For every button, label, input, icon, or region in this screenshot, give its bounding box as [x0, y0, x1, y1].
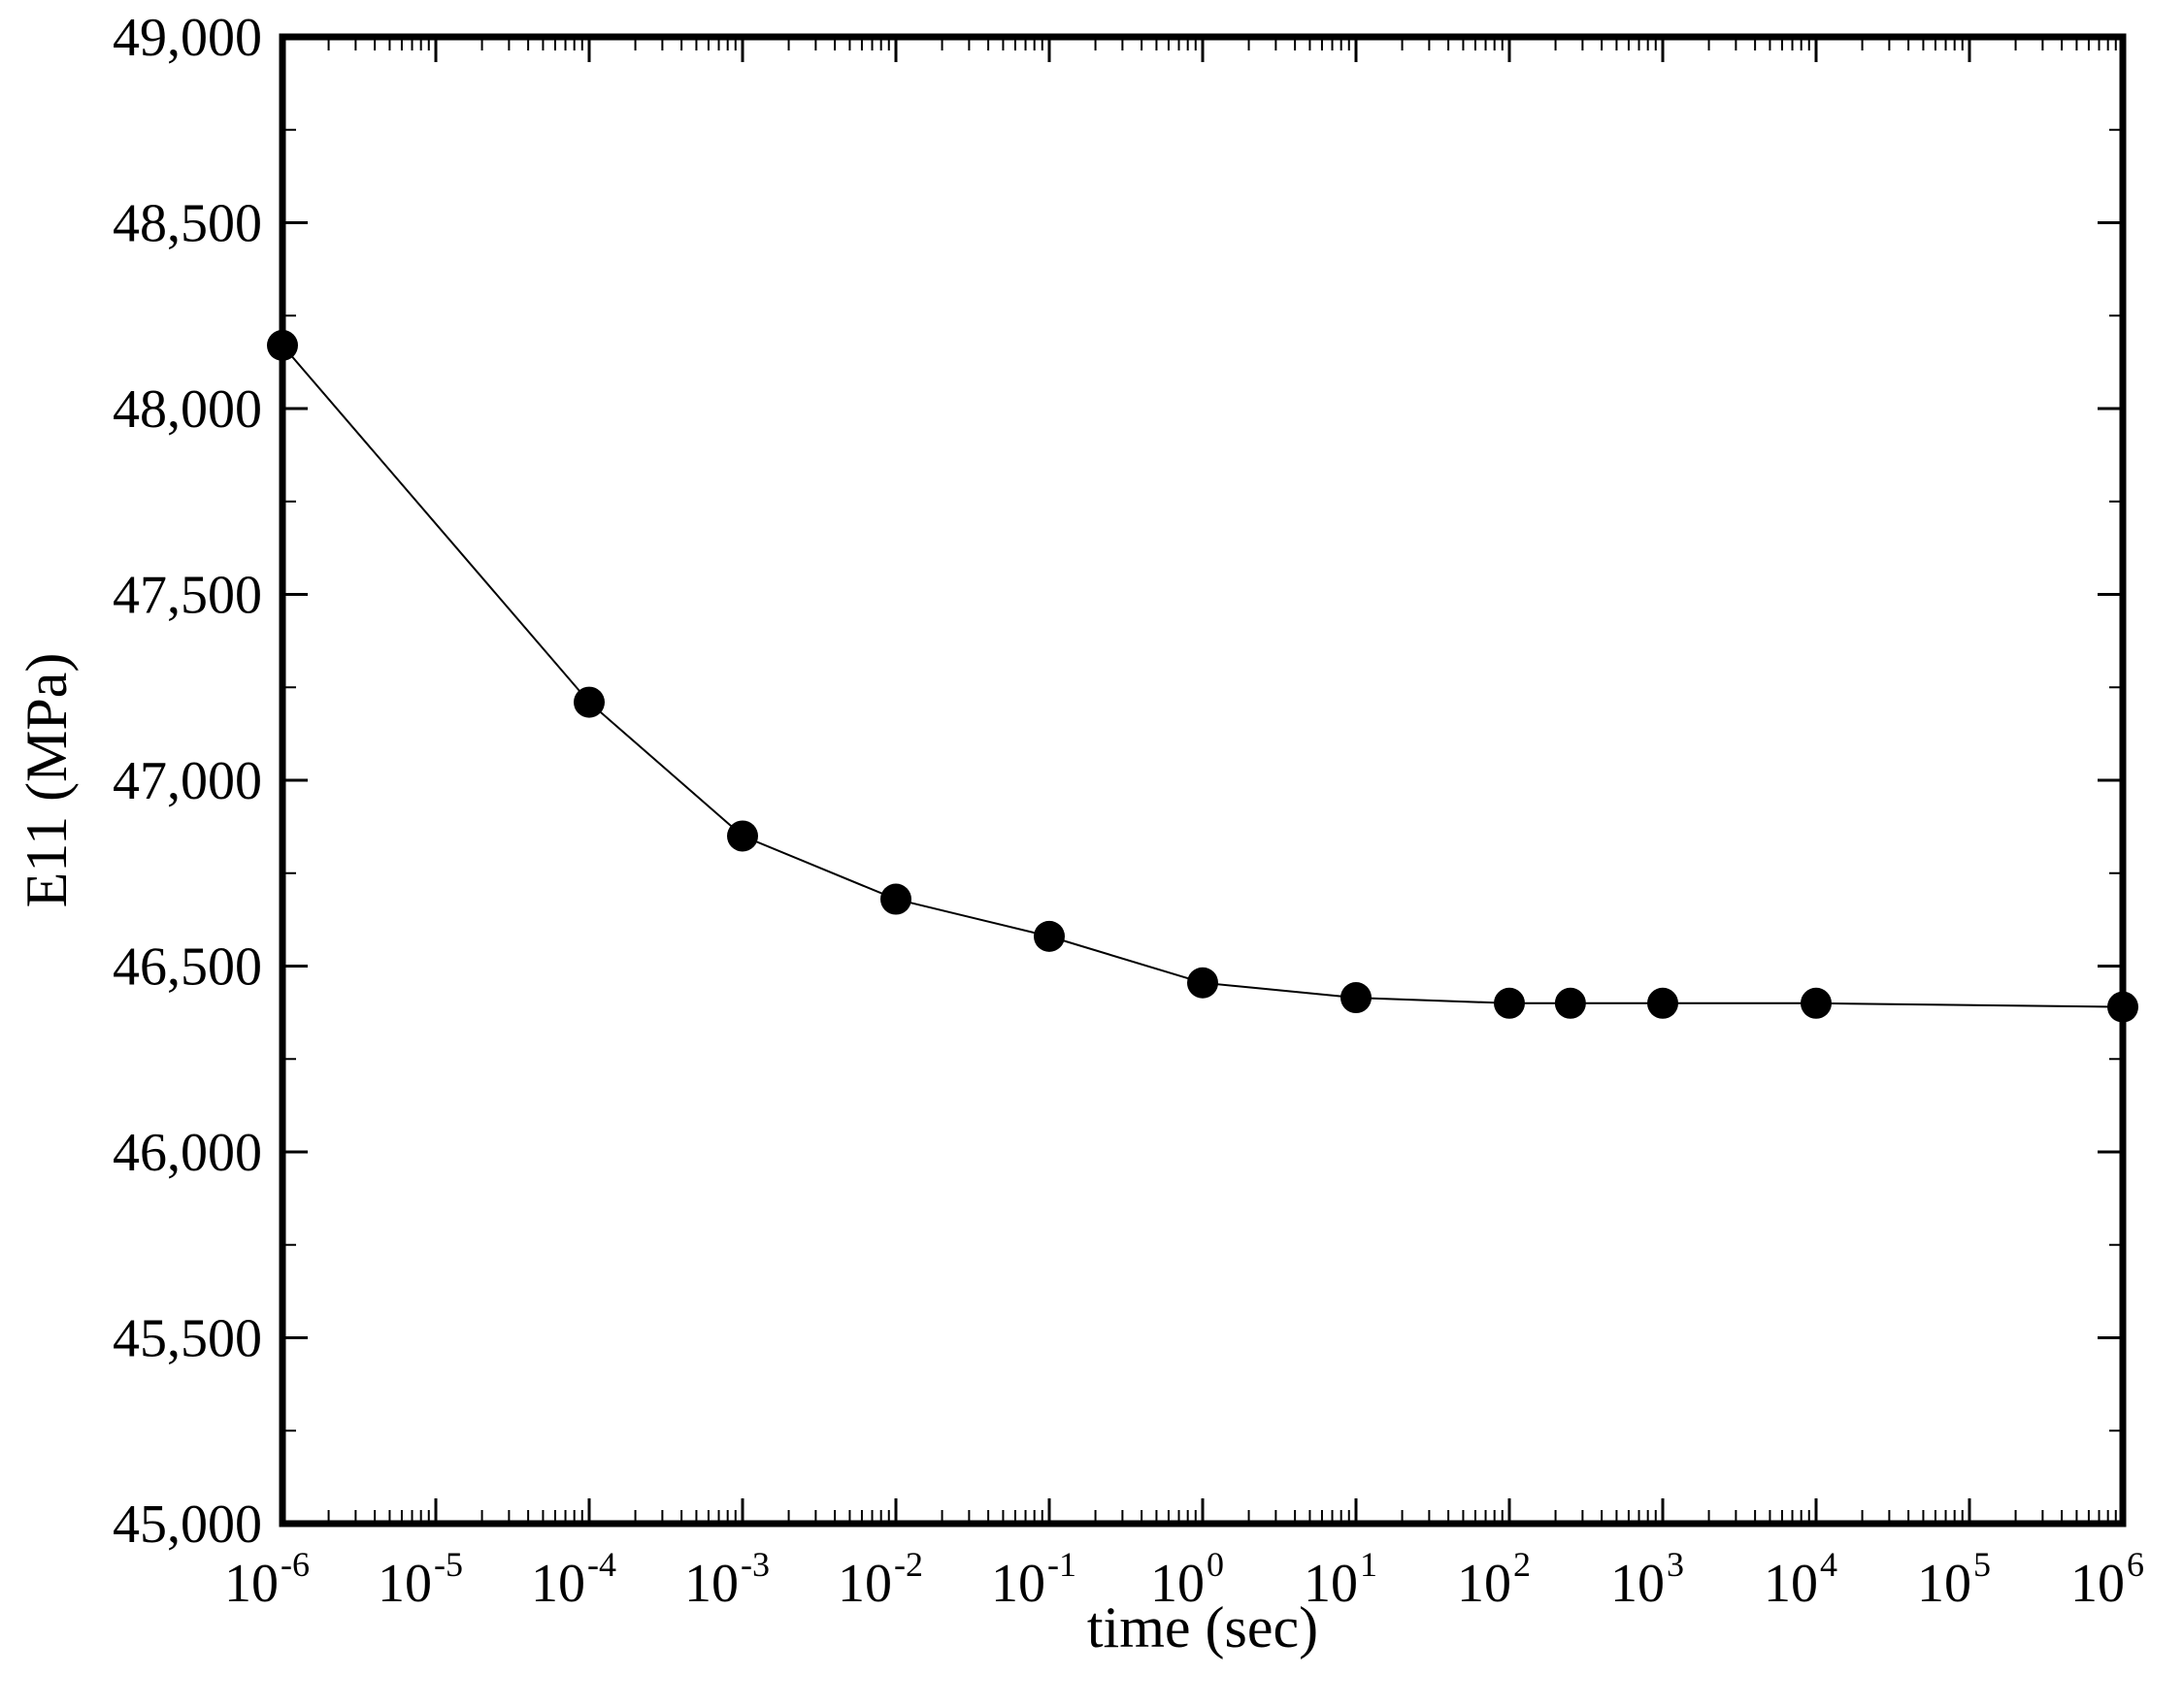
y-tick-label: 47,000 [113, 751, 262, 811]
x-tick-label: 104 [1764, 1545, 1837, 1614]
y-tick-label: 49,000 [113, 8, 262, 68]
x-tick-label: 100 [1150, 1545, 1224, 1614]
x-axis-label: time (sec) [1087, 1595, 1318, 1659]
x-tick-label: 10-2 [838, 1545, 923, 1614]
x-tick-label: 105 [1917, 1545, 1991, 1614]
y-tick-label: 46,500 [113, 937, 262, 998]
data-point [880, 883, 911, 915]
y-tick-label: 46,000 [113, 1123, 262, 1183]
x-tick-label: 102 [1457, 1545, 1531, 1614]
series-line [281, 345, 2124, 1008]
data-point [1801, 987, 1832, 1019]
data-point [727, 820, 758, 852]
x-tick-label: 10-1 [991, 1545, 1076, 1614]
data-point [1187, 967, 1218, 999]
x-tick-labels: 10-6 10-5 10-4 10-3 10-2 10-1 100 101 102 103 104 1… [224, 1545, 2144, 1614]
y-tick-labels: 45,000 45,500 46,000 46,500 47,000 47,500 48,0… [113, 8, 262, 1555]
x-tick-label: 10-3 [684, 1545, 770, 1614]
x-tick-label: 101 [1304, 1545, 1377, 1614]
major-ticks [281, 35, 2125, 1526]
data-point [1647, 987, 1678, 1019]
x-tick-label: 106 [2070, 1545, 2144, 1614]
data-point [1034, 920, 1065, 952]
data-point [1494, 987, 1525, 1019]
x-tick-label: 103 [1610, 1545, 1684, 1614]
data-point [1340, 982, 1372, 1014]
plot-frame [279, 33, 2127, 1527]
y-tick-label: 45,500 [113, 1309, 262, 1369]
x-tick-label: 10-6 [224, 1545, 310, 1614]
series-layer [267, 329, 2138, 1023]
y-axis-label: E11 (MPa) [15, 653, 79, 908]
minor-ticks [282, 37, 2123, 1524]
y-tick-label: 48,000 [113, 379, 262, 440]
y-tick-label: 47,500 [113, 566, 262, 626]
y-tick-label: 48,500 [113, 194, 262, 254]
x-tick-label: 10-4 [531, 1545, 616, 1614]
data-point [574, 686, 605, 718]
y-tick-label: 45,000 [113, 1494, 262, 1555]
data-point [1554, 987, 1586, 1019]
x-tick-label: 10-5 [378, 1545, 463, 1614]
